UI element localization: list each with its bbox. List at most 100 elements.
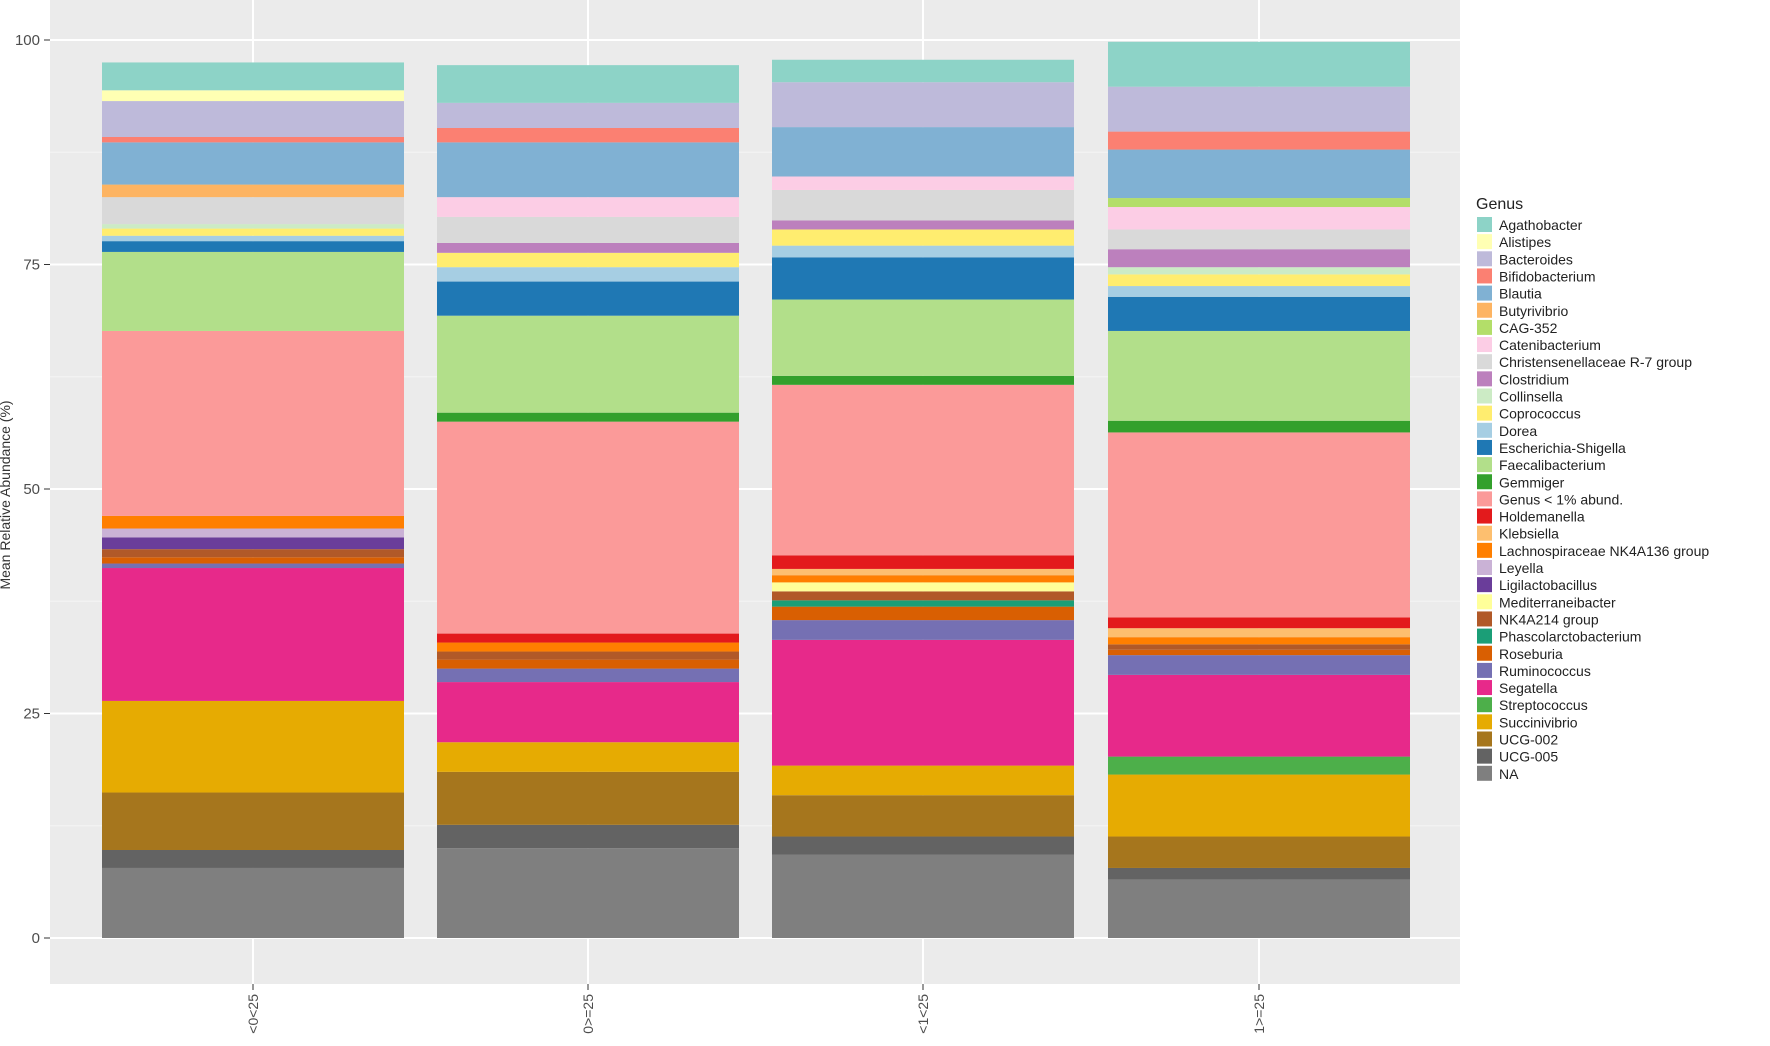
legend-label: Gemmiger [1499,474,1565,490]
legend-item: NA [1477,765,1519,782]
legend-label: Ligilactobacillus [1499,577,1597,593]
bar-segment [772,639,1074,766]
legend-swatch [1477,371,1492,387]
x-tick-label: <0<25 [245,994,261,1034]
legend-swatch [1477,302,1492,318]
y-tick-label: 100 [15,32,40,49]
legend-swatch [1477,439,1492,455]
bar-segment [437,252,739,268]
y-tick-label: 75 [23,257,40,274]
bar-segment [437,197,739,217]
legend-item: Escherichia-Shigella [1477,439,1626,456]
legend-swatch [1477,714,1492,730]
bar-segment [102,251,404,331]
bar-segment [102,101,404,137]
legend-item: Ruminococcus [1477,662,1591,679]
legend-label: Holdemanella [1499,509,1585,525]
bar-segment [1108,644,1410,650]
legend-label: Catenibacterium [1499,337,1601,353]
legend-label: UCG-005 [1499,749,1558,765]
bar-segment [772,189,1074,221]
legend-item: Genus < 1% abund. [1477,491,1623,507]
y-tick-label: 25 [23,706,40,723]
legend-item: Faecalibacterium [1477,457,1606,473]
bar-segment [772,257,1074,300]
bar-segment [772,59,1074,83]
legend-label: Phascolarctobacterium [1499,629,1641,645]
legend-label: Mediterraneibacter [1499,594,1616,610]
bar-segment [102,549,404,558]
legend-label: Roseburia [1499,646,1563,662]
legend-item: Mediterraneibacter [1477,594,1616,610]
bar-segment [772,575,1074,583]
legend-item: Klebsiella [1477,525,1559,542]
legend-item: Bifidobacterium [1477,268,1596,284]
bar-segment [772,245,1074,258]
bar-segment [437,668,739,683]
bar-segment [102,184,404,198]
bar-segment [1108,229,1410,250]
legend-swatch [1477,525,1492,541]
legend-item: UCG-002 [1477,731,1558,748]
bar-segment [102,224,404,229]
bar-segment [102,62,404,91]
legend-swatch [1477,405,1492,421]
legend-swatch [1477,268,1492,284]
bar-segment [772,176,1074,190]
legend-swatch [1477,508,1492,524]
legend-swatch [1477,628,1492,644]
legend-label: NA [1499,766,1519,782]
legend-item: Holdemanella [1477,508,1585,525]
legend-swatch [1477,217,1492,232]
legend-label: Klebsiella [1499,526,1559,542]
y-axis-label: Mean Relative Abundance (%) [0,400,13,589]
bar-segment [1108,774,1410,837]
bar-segment [437,281,739,316]
bar-segment [437,659,739,669]
legend-label: Succinivibrio [1499,714,1578,730]
legend-item: Leyella [1477,560,1544,576]
bar-segment [1108,836,1410,868]
bar-segment [1108,432,1410,618]
legend-item: Butyrivibrio [1477,302,1568,319]
bar-segment [1108,649,1410,656]
bar-segment [102,515,404,529]
x-tick-label: <1<25 [915,994,931,1034]
bar-segment [102,700,404,793]
bar-segment [1108,198,1410,208]
bar-segment [437,824,739,849]
bar-segment [437,771,739,825]
y-axis: 0 25 50 75 100 [15,32,50,947]
bar-segment [1108,131,1410,150]
bar-segment [102,568,404,701]
legend-swatch [1477,491,1492,507]
bar-segment [437,65,739,103]
bar-segment [102,197,404,225]
legend-label: Christensenellaceae R-7 group [1499,354,1692,370]
legend-label: Leyella [1499,560,1544,576]
legend-swatch [1477,457,1492,473]
bar-segment [1108,207,1410,230]
bar-segment [1108,420,1410,433]
bar-segment [772,229,1074,246]
legend-item: Collinsella [1477,388,1563,405]
bar-segment [437,128,739,143]
legend-label: Escherichia-Shigella [1499,440,1626,456]
bar-segment [437,242,739,253]
legend-item: Segatella [1477,680,1558,696]
legend-label: Lachnospiraceae NK4A136 group [1499,543,1709,559]
bar-segment [772,582,1074,592]
bar-segment [102,228,404,236]
legend-swatch [1477,577,1492,593]
bar-segment [1108,637,1410,645]
bar-segment [102,136,404,143]
bar-segment [102,528,404,538]
legend-label: Genus < 1% abund. [1499,491,1623,507]
bar-segment [437,102,739,129]
bar-segment [772,568,1074,576]
legend-label: Clostridium [1499,371,1569,387]
bar-segment [437,642,739,652]
legend-swatch [1477,354,1492,370]
bar-segment [1108,879,1410,938]
